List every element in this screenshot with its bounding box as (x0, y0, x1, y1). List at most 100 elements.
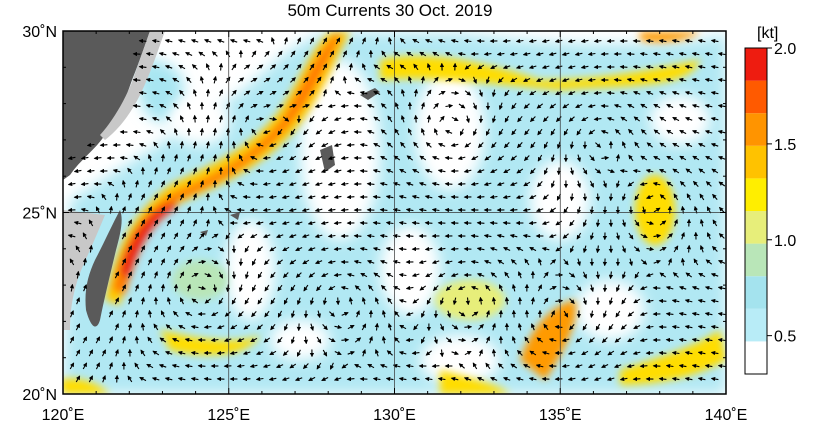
current-arrow (204, 246, 213, 252)
current-arrow (177, 38, 186, 44)
current-arrow (431, 363, 440, 369)
current-arrow (231, 114, 236, 123)
current-arrow (529, 246, 537, 252)
current-arrow (288, 181, 297, 187)
current-arrow (205, 88, 211, 97)
current-arrow (405, 311, 414, 317)
current-arrow (211, 233, 219, 239)
current-arrow (256, 324, 263, 330)
current-arrow (621, 141, 627, 149)
current-arrow (666, 181, 674, 187)
current-arrow (145, 77, 154, 83)
current-arrow (186, 232, 192, 240)
current-arrow (204, 39, 212, 44)
current-arrow (328, 129, 336, 134)
current-arrow (184, 337, 193, 343)
current-arrow (225, 76, 231, 84)
current-arrow (316, 50, 322, 58)
current-arrow (173, 128, 179, 136)
current-arrow (372, 220, 381, 226)
current-arrow (615, 180, 621, 189)
current-arrow (256, 350, 264, 355)
current-arrow (667, 233, 673, 239)
current-arrow (665, 51, 674, 57)
current-arrow (217, 39, 225, 44)
current-arrow (361, 323, 367, 331)
current-arrow (562, 233, 569, 239)
current-arrow (179, 271, 185, 279)
current-arrow (710, 272, 719, 278)
current-arrow (303, 129, 309, 136)
current-arrow (691, 103, 700, 109)
current-arrow (386, 169, 394, 174)
current-arrow (504, 142, 510, 149)
current-arrow (516, 90, 524, 96)
current-arrow (697, 324, 706, 330)
current-arrow (75, 323, 81, 331)
current-arrow (192, 167, 197, 175)
current-arrow (244, 141, 250, 149)
current-arrow (523, 77, 531, 82)
current-arrow (632, 168, 641, 174)
current-arrow (627, 311, 635, 317)
current-arrow (316, 336, 322, 344)
map-title: 50m Currents 30 Oct. 2019 (287, 1, 493, 20)
current-arrow (145, 103, 154, 109)
current-arrow (140, 219, 146, 227)
current-arrow (580, 38, 589, 44)
current-arrow (633, 246, 641, 252)
current-arrow (555, 90, 563, 96)
current-arrow (425, 169, 433, 174)
current-arrow (561, 51, 570, 57)
current-arrow (127, 167, 133, 175)
current-arrow (359, 142, 368, 148)
current-arrow (567, 64, 576, 70)
current-arrow (197, 363, 206, 369)
current-arrow (484, 155, 492, 161)
current-arrow (127, 271, 132, 279)
current-arrow (160, 258, 165, 266)
current-arrow (420, 75, 426, 84)
current-arrow (485, 284, 491, 292)
current-arrow (218, 62, 224, 71)
current-arrow (398, 246, 407, 252)
current-arrow (242, 350, 251, 356)
current-arrow (633, 298, 641, 304)
current-arrow (277, 128, 283, 136)
current-arrow (497, 155, 505, 161)
current-arrow (179, 219, 185, 227)
current-arrow (471, 286, 479, 291)
current-arrow (640, 155, 648, 161)
current-arrow (433, 76, 439, 84)
current-arrow (329, 76, 334, 84)
current-arrow (621, 193, 627, 202)
current-arrow (192, 89, 198, 97)
current-arrow (589, 284, 595, 293)
current-arrow (489, 246, 498, 252)
current-arrow (568, 272, 576, 278)
current-arrow (151, 38, 160, 44)
current-arrow (165, 116, 172, 122)
current-arrow (320, 194, 329, 200)
current-arrow (697, 64, 706, 70)
current-arrow (693, 258, 699, 266)
current-arrow (595, 193, 601, 202)
current-arrow (151, 64, 160, 70)
current-arrow (346, 90, 355, 96)
current-arrow (165, 351, 173, 356)
current-arrow (431, 259, 440, 265)
current-arrow (686, 244, 692, 253)
current-arrow (361, 296, 367, 305)
current-arrow (153, 219, 159, 227)
current-arrow (316, 76, 322, 84)
current-arrow (582, 219, 587, 227)
current-arrow (658, 64, 667, 70)
current-arrow (593, 64, 602, 70)
current-arrow (333, 220, 342, 226)
current-arrow (205, 166, 210, 175)
current-arrow (250, 233, 258, 239)
current-arrow (372, 246, 381, 252)
current-arrow (237, 77, 245, 83)
current-arrow (237, 233, 245, 239)
current-arrow (75, 245, 81, 253)
